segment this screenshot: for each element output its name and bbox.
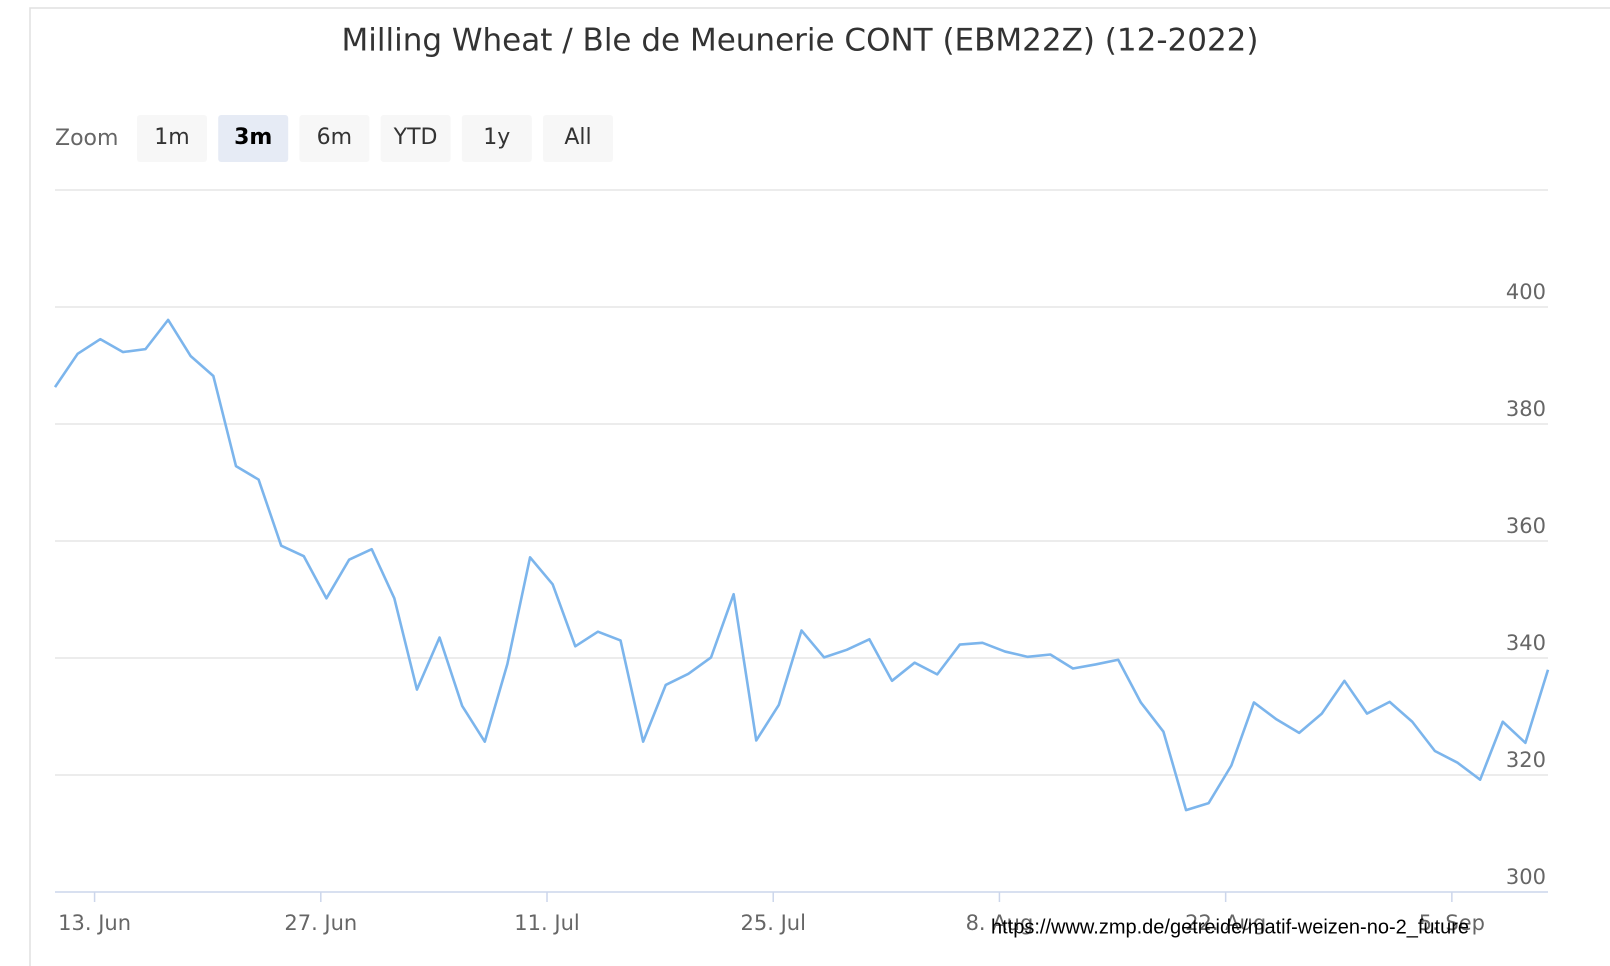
zoom-button-bg[interactable]: [137, 115, 207, 162]
chart-frame: [29, 7, 1610, 966]
zoom-button-bg[interactable]: [461, 115, 532, 162]
zoom-button-label[interactable]: 1y: [483, 125, 510, 150]
zoom-button-bg[interactable]: [543, 115, 613, 162]
x-tick-label: 13. Jun: [58, 911, 131, 935]
zoom-button-label[interactable]: 6m: [317, 125, 352, 150]
zoom-button[interactable]: 3m: [218, 115, 289, 162]
y-tick-label: 380: [1506, 397, 1546, 421]
y-tick-label: 320: [1506, 748, 1546, 772]
zoom-button[interactable]: YTD: [380, 115, 451, 162]
zoom-button[interactable]: 1y: [461, 115, 532, 162]
y-tick-label: 400: [1506, 280, 1546, 304]
x-tick-label: 27. Jun: [284, 911, 357, 935]
y-tick-label: 360: [1506, 514, 1546, 538]
source-url: https://www.zmp.de/getreide/matif-weizen…: [991, 916, 1469, 938]
x-tick-label: 11. Jul: [514, 911, 579, 935]
zoom-label: Zoom: [55, 126, 118, 151]
zoom-button-label[interactable]: 3m: [234, 125, 272, 150]
x-tick-label: 25. Jul: [741, 911, 806, 935]
zoom-button-bg[interactable]: [299, 115, 370, 162]
zoom-button-label[interactable]: 1m: [154, 125, 189, 150]
x-tick-label: 8. Aug: [966, 911, 1034, 935]
y-tick-label: 300: [1506, 865, 1546, 889]
y-tick-label: 340: [1506, 631, 1546, 655]
zoom-button-label[interactable]: YTD: [393, 125, 438, 150]
x-tick-label: 22. Aug: [1185, 911, 1266, 935]
x-tick-label: 5. Sep: [1419, 911, 1485, 935]
price-line: [53, 318, 1550, 812]
zoom-button[interactable]: All: [543, 115, 613, 162]
zoom-button-bg[interactable]: [218, 115, 289, 162]
chart-title: Milling Wheat / Ble de Meunerie CONT (EB…: [342, 23, 1259, 59]
zoom-button[interactable]: 1m: [137, 115, 207, 162]
zoom-button-label[interactable]: All: [564, 125, 591, 150]
zoom-button-bg[interactable]: [380, 115, 451, 162]
zoom-button[interactable]: 6m: [299, 115, 370, 162]
